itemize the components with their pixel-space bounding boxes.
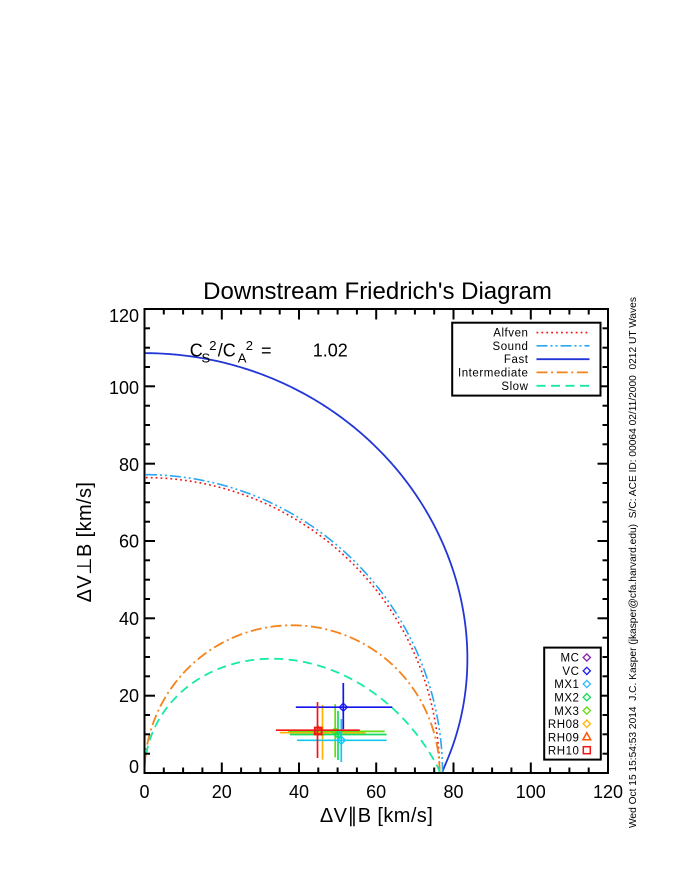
svg-text:0: 0 [129, 757, 139, 777]
svg-text:Alfven: Alfven [493, 328, 528, 340]
svg-text:60: 60 [366, 782, 386, 802]
svg-text:=: = [261, 341, 272, 361]
svg-text:MX2: MX2 [554, 692, 579, 704]
svg-text:0: 0 [139, 782, 149, 802]
svg-text:1.02: 1.02 [313, 341, 348, 361]
svg-text:ΔV∥B [km/s]: ΔV∥B [km/s] [320, 805, 433, 827]
svg-text:S: S [202, 351, 211, 366]
svg-text:ΔV⊥B [km/s]: ΔV⊥B [km/s] [74, 482, 96, 603]
svg-text:120: 120 [593, 782, 623, 802]
svg-text:40: 40 [289, 782, 309, 802]
svg-text:Intermediate: Intermediate [458, 367, 529, 379]
svg-text:2: 2 [246, 338, 253, 353]
svg-text:80: 80 [119, 455, 139, 475]
svg-text:2: 2 [209, 338, 216, 353]
svg-text:A: A [238, 351, 247, 366]
svg-text:Sound: Sound [492, 341, 528, 353]
svg-text:40: 40 [119, 609, 139, 629]
svg-text:80: 80 [443, 782, 463, 802]
svg-text:C: C [190, 341, 203, 361]
svg-text:60: 60 [119, 532, 139, 552]
svg-text:MX1: MX1 [554, 679, 579, 691]
svg-text:20: 20 [212, 782, 232, 802]
svg-text:RH10: RH10 [548, 745, 580, 757]
svg-text:Wed Oct 15 15:54:53 2014 J.C.: Wed Oct 15 15:54:53 2014 J.C. Kasper (jk… [628, 297, 639, 828]
svg-text:Slow: Slow [501, 381, 528, 393]
svg-text:RH09: RH09 [548, 732, 580, 744]
svg-text:VC: VC [562, 666, 579, 678]
svg-text:100: 100 [516, 782, 546, 802]
svg-text:MX3: MX3 [554, 706, 579, 718]
svg-text:/C: /C [218, 341, 236, 361]
svg-text:20: 20 [119, 686, 139, 706]
svg-text:MC: MC [561, 653, 580, 665]
svg-text:100: 100 [109, 378, 139, 398]
svg-text:Fast: Fast [504, 354, 529, 366]
svg-text:120: 120 [109, 306, 139, 326]
svg-text:Downstream Friedrich's Diagram: Downstream Friedrich's Diagram [203, 278, 552, 305]
svg-text:RH08: RH08 [548, 719, 580, 731]
